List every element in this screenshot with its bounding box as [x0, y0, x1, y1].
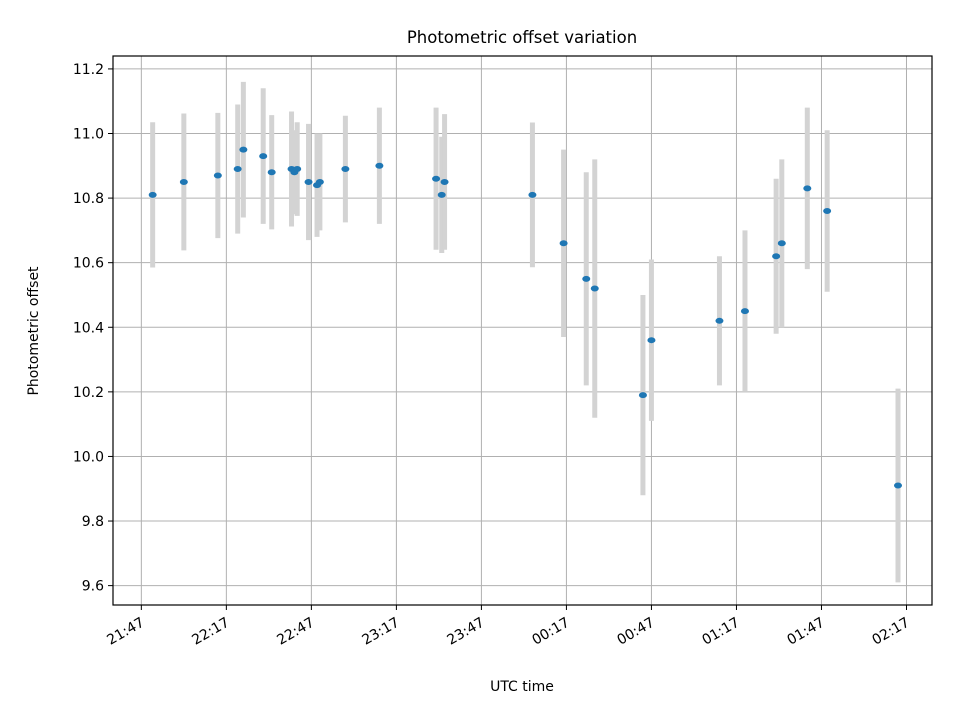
x-axis-label: UTC time	[490, 679, 554, 695]
data-point	[740, 308, 749, 315]
data-point	[432, 175, 441, 182]
y-tick-label: 11.2	[73, 62, 104, 78]
data-point	[803, 185, 812, 192]
y-tick-label: 9.8	[82, 514, 104, 530]
y-tick-label: 10.0	[73, 449, 104, 465]
data-point	[267, 169, 276, 176]
data-point	[638, 392, 647, 399]
data-point	[179, 178, 188, 185]
y-tick-label: 9.6	[82, 579, 104, 595]
data-point	[582, 275, 591, 282]
chart-title: Photometric offset variation	[407, 28, 637, 47]
data-point	[528, 191, 537, 198]
data-point	[341, 166, 350, 173]
data-point	[315, 178, 324, 185]
y-tick-label: 10.2	[73, 385, 104, 401]
y-tick-label: 10.4	[73, 320, 104, 336]
data-point	[293, 166, 302, 173]
y-tick-label: 11.0	[73, 127, 104, 143]
data-point	[715, 317, 724, 324]
y-axis-ticks: 9.6 9.8 10.0 10.2 10.4 10.6 10.8 11.0 11.2	[73, 62, 113, 595]
data-point	[239, 146, 248, 153]
data-point	[304, 178, 313, 185]
data-point	[590, 285, 599, 292]
y-axis-label: Photometric offset	[26, 266, 42, 396]
data-point	[823, 208, 832, 215]
data-point	[148, 191, 157, 198]
data-point	[647, 337, 656, 344]
data-point	[772, 253, 781, 260]
data-point	[437, 191, 446, 198]
data-point	[559, 240, 568, 247]
data-points	[148, 146, 902, 489]
data-point	[777, 240, 786, 247]
y-tick-label: 10.8	[73, 191, 104, 207]
y-tick-label: 10.6	[73, 256, 104, 272]
data-point	[375, 162, 384, 169]
grid-lines	[113, 56, 932, 605]
data-point	[213, 172, 222, 179]
data-point	[233, 166, 242, 173]
data-point	[259, 153, 268, 160]
data-point	[440, 178, 449, 185]
data-point	[893, 482, 902, 489]
plot-frame	[112, 55, 933, 606]
